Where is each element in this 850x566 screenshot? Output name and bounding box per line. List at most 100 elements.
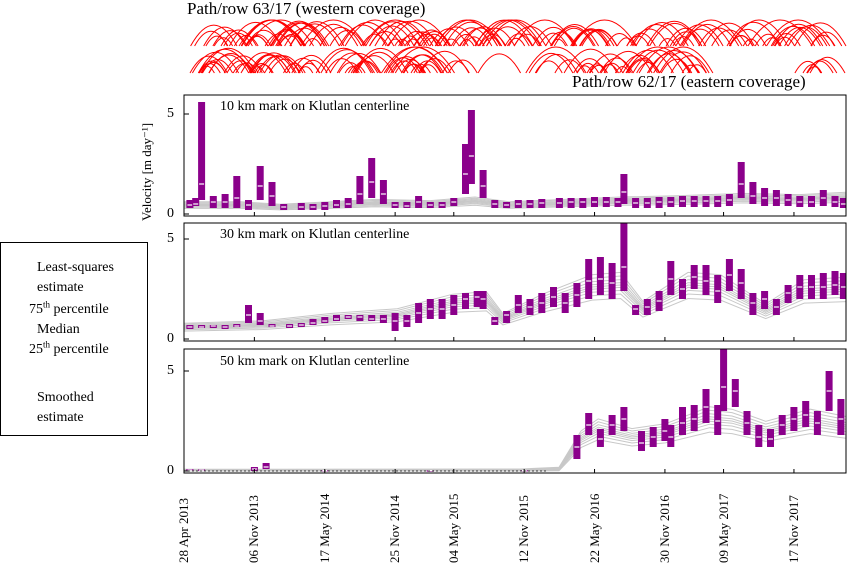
legend-smoothed-line2: estimate: [37, 410, 84, 425]
image-pair-arc: [404, 38, 421, 47]
image-pair-arc: [355, 52, 403, 74]
iqr-bar: [702, 265, 710, 295]
image-pair-arc: [232, 63, 255, 74]
x-tick-label: 25 Nov 2014: [387, 495, 403, 563]
image-pair-arc: [420, 50, 470, 74]
iqr-bar: [667, 261, 675, 295]
iqr-bar: [620, 174, 628, 204]
image-pair-arc: [726, 21, 781, 47]
image-pair-arc: [636, 62, 661, 74]
image-pair-arc: [806, 59, 838, 74]
image-pair-arc: [259, 54, 300, 74]
image-pair-arc: [392, 46, 455, 74]
image-pair-arc: [361, 33, 389, 47]
image-pair-arc: [670, 55, 710, 74]
iqr-bar: [262, 463, 270, 469]
image-pair-arc: [551, 26, 596, 47]
image-pair-arc: [572, 29, 609, 47]
image-pair-arc: [486, 26, 530, 47]
y-tick-label: 0: [167, 331, 174, 346]
iqr-bar: [268, 182, 276, 206]
image-pair-arc: [251, 52, 297, 74]
image-pair-arc: [571, 28, 611, 47]
y-tick-label: 0: [167, 463, 174, 478]
iqr-bar: [479, 291, 487, 309]
image-pair-arc: [264, 33, 293, 47]
image-pair-arc: [532, 27, 575, 47]
image-pair-arc: [535, 54, 579, 74]
image-pair-arc: [352, 60, 380, 74]
image-pair-arc: [553, 28, 595, 47]
image-pair-arc: [315, 47, 372, 74]
panel-3-plot-area: [184, 349, 846, 472]
image-pair-arc: [772, 33, 801, 47]
iqr-bar: [467, 110, 475, 184]
image-pair-arc: [319, 27, 362, 47]
image-pair-arc: [369, 25, 415, 47]
iqr-bar: [233, 176, 241, 208]
image-pair-arc: [203, 26, 247, 47]
x-tick-label: 06 Nov 2013: [246, 495, 262, 563]
image-pair-arc: [711, 29, 748, 47]
iqr-bar: [731, 379, 739, 407]
smoothed-line: [184, 191, 846, 205]
image-pair-arc: [538, 32, 568, 47]
image-pair-arc: [649, 22, 701, 47]
image-pair-arc: [794, 60, 822, 74]
image-pair-arc: [659, 51, 707, 74]
image-pair-arc: [481, 19, 542, 47]
iqr-bar: [737, 269, 745, 299]
image-pair-arc: [410, 63, 431, 74]
iqr-bar: [514, 295, 522, 313]
image-pair-arc: [576, 65, 594, 74]
image-pair-arc: [418, 31, 452, 47]
iqr-bar: [608, 263, 616, 299]
image-pair-arc: [679, 19, 743, 47]
image-pair-arc: [452, 34, 480, 47]
image-pair-arc: [625, 46, 691, 74]
iqr-bar: [198, 102, 206, 200]
image-pair-arc: [600, 62, 624, 74]
image-pair-arc: [320, 49, 374, 74]
image-pair-arc: [635, 21, 689, 47]
image-pair-arc: [729, 35, 754, 47]
iqr-bar: [761, 291, 769, 309]
iqr-bar: [585, 413, 593, 435]
image-pair-arc: [660, 58, 693, 74]
y-tick-label: 5: [167, 363, 174, 378]
image-pair-arc: [477, 53, 522, 74]
smoothed-line: [184, 431, 846, 472]
iqr-bar: [819, 273, 827, 299]
iqr-bar: [839, 273, 846, 299]
image-pair-arc: [571, 19, 638, 47]
panel-1: [183, 94, 847, 217]
iqr-bar: [379, 180, 387, 204]
image-pair-arc: [298, 59, 328, 74]
panel-frame: [183, 222, 847, 342]
image-pair-arc: [778, 27, 821, 47]
iqr-bar: [720, 349, 728, 411]
image-pair-arc: [264, 55, 304, 74]
iqr-bar: [473, 291, 481, 307]
iqr-bar: [638, 431, 645, 451]
panel-3-title: 50 km mark on Klutlan centerline: [220, 354, 410, 369]
y-tick-label: 5: [167, 106, 174, 121]
x-tick-label: 28 Apr 2013: [176, 498, 191, 563]
legend-median: Median: [37, 322, 80, 337]
iqr-bar: [186, 200, 194, 208]
image-pair-arc: [390, 60, 418, 74]
image-pair-arc: [387, 38, 404, 47]
eastern-coverage-label: Path/row 62/17 (eastern coverage): [572, 72, 806, 91]
iqr-bar: [749, 293, 757, 315]
iqr-bar: [585, 259, 593, 299]
iqr-bar: [321, 317, 329, 323]
image-pair-arc: [525, 46, 587, 74]
image-pair-arc: [340, 21, 395, 47]
image-pair-arc: [240, 52, 287, 74]
image-pair-arc: [630, 28, 669, 47]
image-pair-arc: [435, 19, 498, 47]
image-pair-arc: [304, 38, 322, 47]
legend-25th-percentile: 25th percentile: [29, 339, 109, 357]
iqr-bar: [767, 429, 774, 447]
